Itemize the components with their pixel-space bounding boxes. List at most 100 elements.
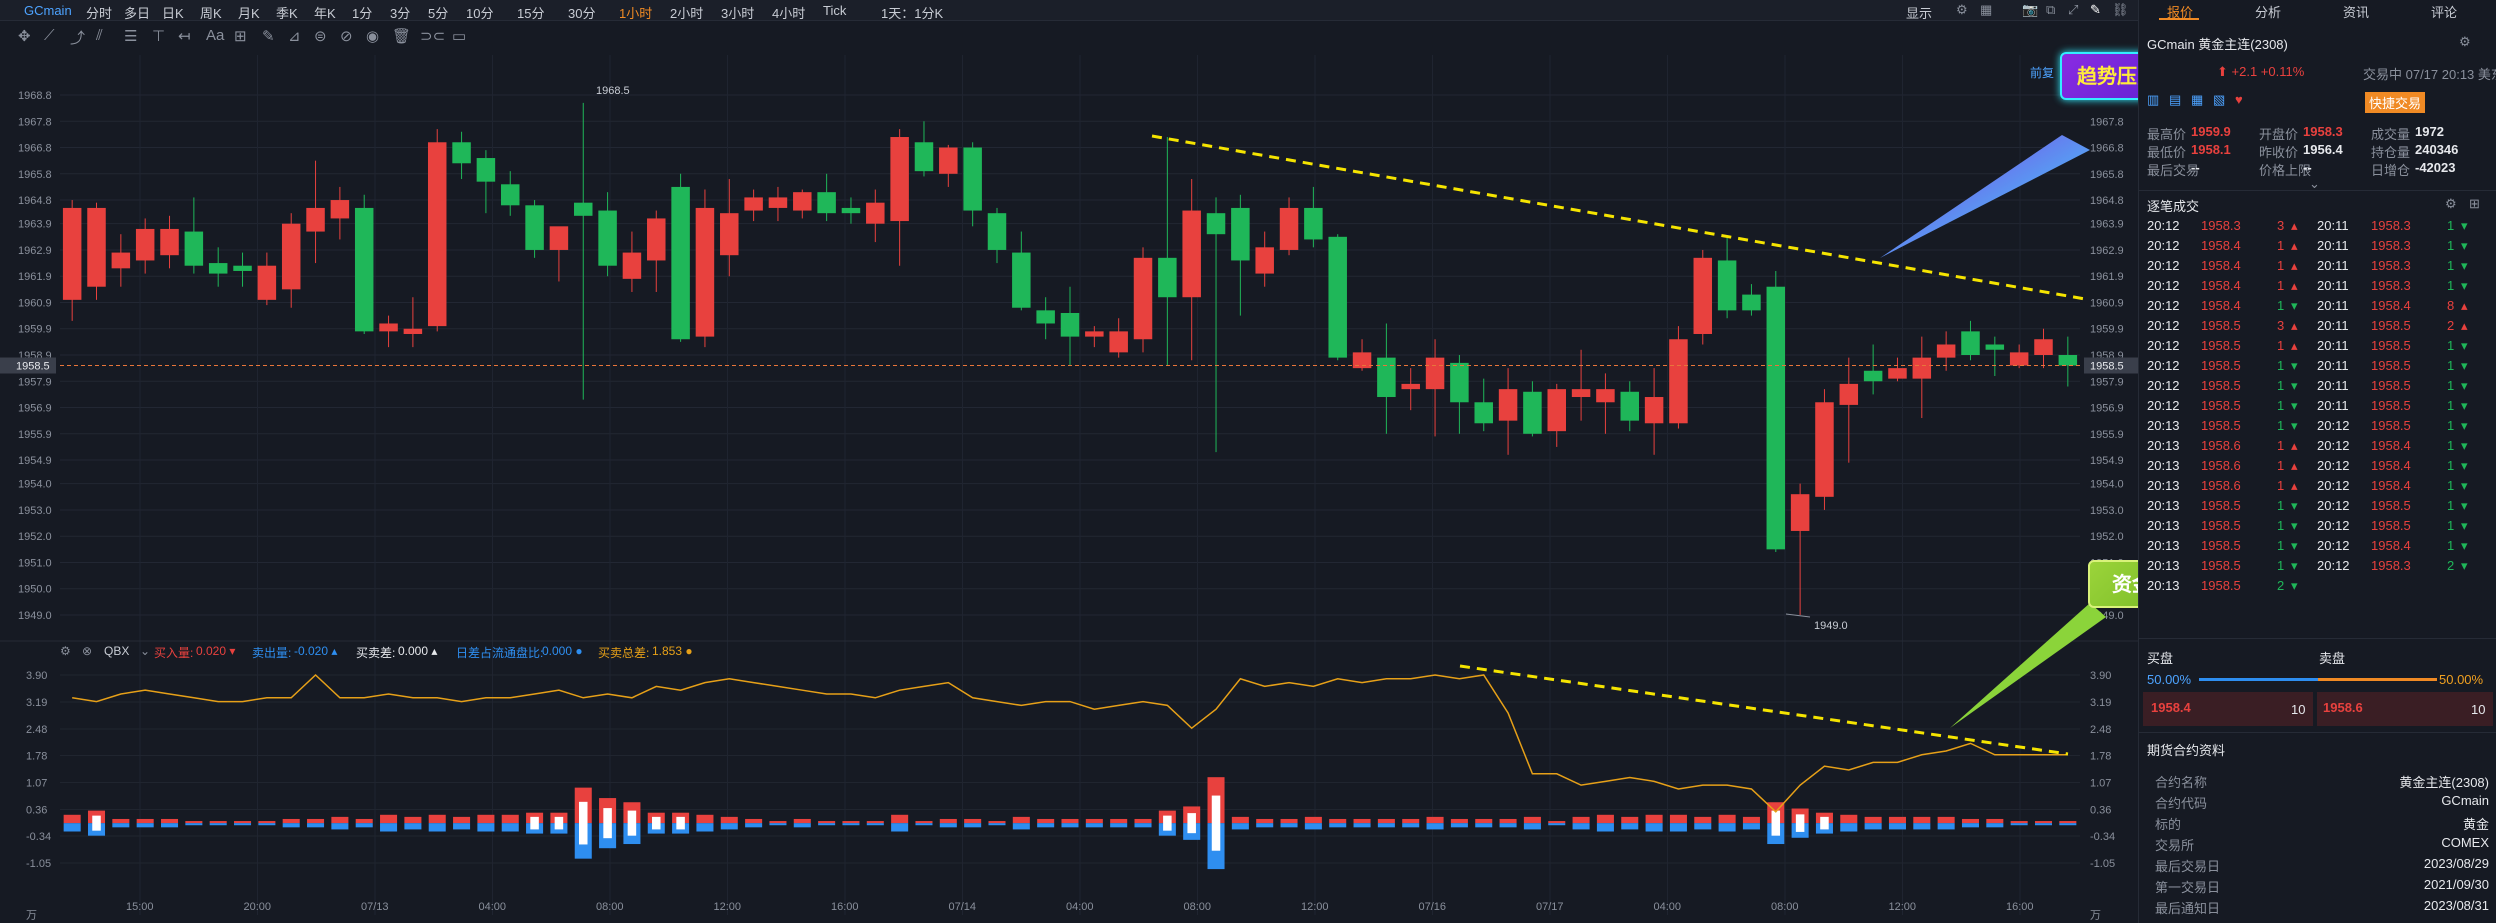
candle-body[interactable] bbox=[1596, 389, 1615, 403]
candle-body[interactable] bbox=[549, 226, 569, 250]
right-tab[interactable]: 评论 bbox=[2431, 5, 2458, 20]
candle-body[interactable] bbox=[1961, 331, 1980, 355]
candle-body[interactable] bbox=[671, 186, 690, 340]
candle-body[interactable] bbox=[184, 231, 204, 266]
candle-body[interactable] bbox=[1279, 207, 1299, 250]
candle-body[interactable] bbox=[354, 207, 374, 332]
fib-tool-icon[interactable]: ⊞ bbox=[234, 28, 247, 45]
period-tab[interactable]: 4小时 bbox=[772, 6, 806, 21]
trades-settings-icon[interactable]: ⚙ bbox=[2445, 196, 2457, 211]
candle-body[interactable] bbox=[281, 223, 301, 290]
vline-tool-icon[interactable]: ⊤ bbox=[152, 28, 166, 45]
eye-icon[interactable]: ◉ bbox=[366, 28, 380, 45]
candle-body[interactable] bbox=[1547, 389, 1566, 432]
candle-body[interactable] bbox=[793, 192, 812, 211]
candle-body[interactable] bbox=[257, 265, 277, 300]
period-tab[interactable]: 多日 bbox=[124, 6, 151, 21]
arrow-tool-icon[interactable]: ↤ bbox=[178, 28, 191, 45]
candle-body[interactable] bbox=[1985, 344, 2005, 350]
candle-body[interactable] bbox=[598, 210, 617, 266]
candle-body[interactable] bbox=[1498, 389, 1518, 421]
period-tab[interactable]: 1分 bbox=[352, 6, 373, 21]
qbx-dropdown-icon[interactable]: ⌄ bbox=[140, 644, 151, 658]
candle-body[interactable] bbox=[208, 263, 228, 274]
candle-body[interactable] bbox=[866, 202, 885, 224]
ray-tool-icon[interactable]: ⤴ bbox=[70, 30, 86, 47]
candlestick-chart[interactable]: 1968.81968.81967.81967.81966.81966.81965… bbox=[0, 55, 2138, 923]
layout-icon[interactable]: ▦ bbox=[1980, 2, 1993, 17]
edit-icon[interactable]: ✎ bbox=[2090, 2, 2101, 17]
candle-body[interactable] bbox=[1060, 312, 1080, 337]
layers-icon[interactable]: ▭ bbox=[452, 28, 467, 45]
candle-body[interactable] bbox=[1206, 213, 1226, 235]
candle-body[interactable] bbox=[452, 142, 471, 164]
camera-icon[interactable]: 📷 bbox=[2022, 2, 2039, 17]
hline-tool-icon[interactable]: ☰ bbox=[124, 28, 138, 45]
candle-body[interactable] bbox=[1936, 344, 1956, 358]
trash-icon[interactable]: 🗑 bbox=[392, 28, 412, 45]
period-tab[interactable]: 分时 bbox=[86, 6, 113, 21]
quick-trade-button[interactable]: 快捷交易 bbox=[2365, 92, 2426, 113]
candle-body[interactable] bbox=[1036, 310, 1055, 324]
qbx-name[interactable]: QBX bbox=[104, 644, 130, 658]
copy-icon[interactable]: ⧉ bbox=[2046, 2, 2056, 17]
period-tab[interactable]: 月K bbox=[238, 6, 260, 21]
link-icon[interactable]: ⛓ bbox=[2112, 2, 2129, 17]
candle-body[interactable] bbox=[135, 228, 155, 261]
settings-icon[interactable]: ⚙ bbox=[1956, 2, 1968, 17]
period-tab[interactable]: 季K bbox=[276, 6, 298, 21]
candle-body[interactable] bbox=[1255, 247, 1274, 274]
candle-body[interactable] bbox=[1401, 383, 1420, 390]
crosshair-icon[interactable]: ✥ bbox=[18, 28, 31, 45]
candle-body[interactable] bbox=[817, 192, 836, 214]
candle-body[interactable] bbox=[1158, 257, 1177, 298]
ruler-tool-icon[interactable]: ⊿ bbox=[288, 28, 301, 45]
right-tab[interactable]: 分析 bbox=[2255, 5, 2282, 20]
period-tab[interactable]: 年K bbox=[314, 6, 336, 21]
chart-icon[interactable]: ▥ bbox=[2147, 92, 2160, 107]
favorite-icon[interactable]: ♥ bbox=[2235, 92, 2243, 107]
candle-body[interactable] bbox=[914, 142, 934, 172]
candle-body[interactable] bbox=[476, 158, 496, 182]
candle-body[interactable] bbox=[1644, 397, 1664, 424]
period-tab[interactable]: Tick bbox=[823, 3, 847, 18]
candle-body[interactable] bbox=[695, 207, 715, 337]
share-icon[interactable]: ▦ bbox=[2191, 92, 2204, 107]
candle-body[interactable] bbox=[306, 207, 325, 232]
candle-body[interactable] bbox=[1085, 331, 1104, 337]
candle-body[interactable] bbox=[525, 205, 544, 250]
text-tool-icon[interactable]: Aa bbox=[206, 27, 225, 44]
bid-box[interactable] bbox=[2143, 692, 2313, 726]
candle-body[interactable] bbox=[1182, 210, 1201, 298]
right-tab[interactable]: 报价 bbox=[2167, 5, 2194, 20]
candle-body[interactable] bbox=[1766, 286, 1786, 550]
candle-body[interactable] bbox=[379, 323, 398, 332]
news-icon[interactable]: ▤ bbox=[2169, 92, 2182, 107]
candle-body[interactable] bbox=[1012, 252, 1031, 308]
candle-body[interactable] bbox=[330, 200, 350, 219]
period-tab[interactable]: 15分 bbox=[517, 6, 545, 21]
period-tab[interactable]: 1天：1分K bbox=[881, 6, 944, 21]
candle-body[interactable] bbox=[647, 218, 666, 261]
candle-body[interactable] bbox=[2009, 352, 2029, 366]
candle-body[interactable] bbox=[500, 184, 520, 206]
candle-body[interactable] bbox=[1523, 391, 1542, 434]
candle-body[interactable] bbox=[2034, 339, 2053, 355]
candle-body[interactable] bbox=[1839, 383, 1859, 405]
candle-body[interactable] bbox=[939, 147, 958, 174]
alert-icon[interactable]: ▧ bbox=[2213, 92, 2226, 107]
candle-body[interactable] bbox=[890, 137, 909, 222]
symbol-label[interactable]: GCmain bbox=[24, 3, 72, 18]
candle-body[interactable] bbox=[1328, 236, 1347, 358]
candle-body[interactable] bbox=[1352, 352, 1372, 369]
ask-box[interactable] bbox=[2317, 692, 2493, 726]
period-tab[interactable]: 30分 bbox=[568, 6, 596, 21]
period-tab[interactable]: 3小时 bbox=[721, 6, 755, 21]
period-tab[interactable]: 1小时 bbox=[619, 6, 653, 21]
link-icon[interactable]: ⊃⊂ bbox=[420, 28, 446, 45]
candle-body[interactable] bbox=[1571, 389, 1591, 398]
period-tab[interactable]: 2小时 bbox=[670, 6, 704, 21]
candle-body[interactable] bbox=[1912, 357, 1932, 379]
candle-body[interactable] bbox=[1717, 260, 1737, 311]
line-tool-icon[interactable]: ⟋ bbox=[44, 27, 55, 44]
